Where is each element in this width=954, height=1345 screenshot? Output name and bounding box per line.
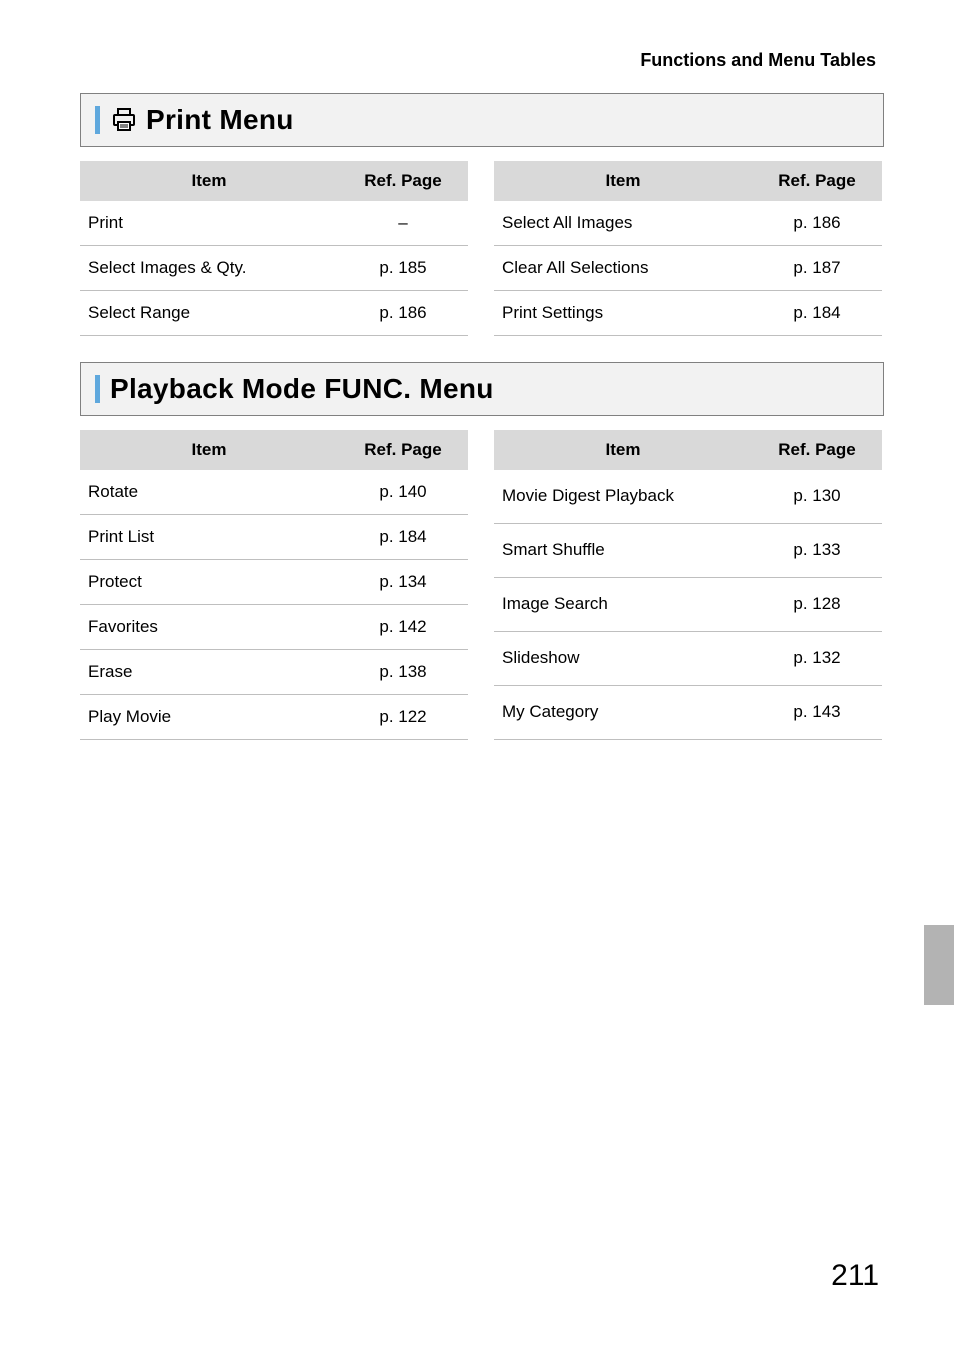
table-row: Smart Shuffle p. 133 xyxy=(494,523,882,577)
cell-ref: p. 187 xyxy=(752,246,882,291)
cell-item: Select All Images xyxy=(494,201,752,246)
table-row: Clear All Selections p. 187 xyxy=(494,246,882,291)
table-row: Print List p. 184 xyxy=(80,515,468,560)
cell-item: Select Range xyxy=(80,291,338,336)
cell-item: Rotate xyxy=(80,470,338,515)
cell-ref: p. 143 xyxy=(752,685,882,739)
cell-item: Movie Digest Playback xyxy=(494,470,752,523)
print-menu-title-row: Print Menu xyxy=(110,104,294,136)
table-row: Select Images & Qty. p. 185 xyxy=(80,246,468,291)
cell-item: Slideshow xyxy=(494,631,752,685)
col-ref: Ref. Page xyxy=(338,161,468,201)
table-row: Movie Digest Playback p. 130 xyxy=(494,470,882,523)
table-row: Select All Images p. 186 xyxy=(494,201,882,246)
content-area: Functions and Menu Tables Print Menu xyxy=(0,0,954,740)
table-row: Play Movie p. 122 xyxy=(80,695,468,740)
table-row: Print – xyxy=(80,201,468,246)
cell-ref: p. 138 xyxy=(338,650,468,695)
col-item: Item xyxy=(80,161,338,201)
cell-ref: p. 186 xyxy=(752,201,882,246)
table-row: Protect p. 134 xyxy=(80,560,468,605)
table-row: Rotate p. 140 xyxy=(80,470,468,515)
table-row: Select Range p. 186 xyxy=(80,291,468,336)
cell-item: Print List xyxy=(80,515,338,560)
playback-menu-title-row: Playback Mode FUNC. Menu xyxy=(110,373,494,405)
cell-item: Smart Shuffle xyxy=(494,523,752,577)
col-item: Item xyxy=(494,430,752,470)
cell-ref: p. 130 xyxy=(752,470,882,523)
side-tab xyxy=(924,925,954,1005)
cell-item: Protect xyxy=(80,560,338,605)
section-label: Functions and Menu Tables xyxy=(80,50,884,71)
cell-ref: p. 186 xyxy=(338,291,468,336)
table-row: My Category p. 143 xyxy=(494,685,882,739)
page: Functions and Menu Tables Print Menu xyxy=(0,0,954,1345)
cell-ref: p. 142 xyxy=(338,605,468,650)
header-accent xyxy=(95,106,100,134)
header-accent xyxy=(95,375,100,403)
table-row: Slideshow p. 132 xyxy=(494,631,882,685)
playback-menu-table-right: Item Ref. Page Movie Digest Playback p. … xyxy=(494,430,882,740)
cell-ref: p. 133 xyxy=(752,523,882,577)
page-number: 211 xyxy=(831,1259,879,1293)
table-row: Favorites p. 142 xyxy=(80,605,468,650)
table-row: Print Settings p. 184 xyxy=(494,291,882,336)
cell-item: Image Search xyxy=(494,577,752,631)
playback-menu-table-left: Item Ref. Page Rotate p. 140 Print List … xyxy=(80,430,468,740)
playback-menu-header: Playback Mode FUNC. Menu xyxy=(80,362,884,416)
cell-ref: – xyxy=(338,201,468,246)
print-menu-tables: Item Ref. Page Print – Select Images & Q… xyxy=(80,161,884,336)
cell-item: Print Settings xyxy=(494,291,752,336)
playback-menu-tables: Item Ref. Page Rotate p. 140 Print List … xyxy=(80,430,884,740)
cell-ref: p. 184 xyxy=(752,291,882,336)
cell-item: Play Movie xyxy=(80,695,338,740)
cell-ref: p. 132 xyxy=(752,631,882,685)
print-menu-table-left: Item Ref. Page Print – Select Images & Q… xyxy=(80,161,468,336)
table-row: Erase p. 138 xyxy=(80,650,468,695)
col-ref: Ref. Page xyxy=(752,430,882,470)
print-menu-header: Print Menu xyxy=(80,93,884,147)
cell-ref: p. 128 xyxy=(752,577,882,631)
cell-item: Select Images & Qty. xyxy=(80,246,338,291)
cell-ref: p. 185 xyxy=(338,246,468,291)
table-row: Image Search p. 128 xyxy=(494,577,882,631)
table-header-row: Item Ref. Page xyxy=(494,430,882,470)
cell-item: Print xyxy=(80,201,338,246)
cell-ref: p. 140 xyxy=(338,470,468,515)
col-ref: Ref. Page xyxy=(338,430,468,470)
cell-item: Clear All Selections xyxy=(494,246,752,291)
print-menu-title: Print Menu xyxy=(146,104,294,136)
cell-ref: p. 184 xyxy=(338,515,468,560)
cell-item: Erase xyxy=(80,650,338,695)
cell-item: Favorites xyxy=(80,605,338,650)
playback-menu-title: Playback Mode FUNC. Menu xyxy=(110,373,494,405)
table-header-row: Item Ref. Page xyxy=(494,161,882,201)
cell-ref: p. 134 xyxy=(338,560,468,605)
col-item: Item xyxy=(80,430,338,470)
table-header-row: Item Ref. Page xyxy=(80,161,468,201)
print-menu-table-right: Item Ref. Page Select All Images p. 186 … xyxy=(494,161,882,336)
cell-ref: p. 122 xyxy=(338,695,468,740)
print-icon xyxy=(110,106,138,134)
cell-item: My Category xyxy=(494,685,752,739)
col-item: Item xyxy=(494,161,752,201)
table-header-row: Item Ref. Page xyxy=(80,430,468,470)
col-ref: Ref. Page xyxy=(752,161,882,201)
